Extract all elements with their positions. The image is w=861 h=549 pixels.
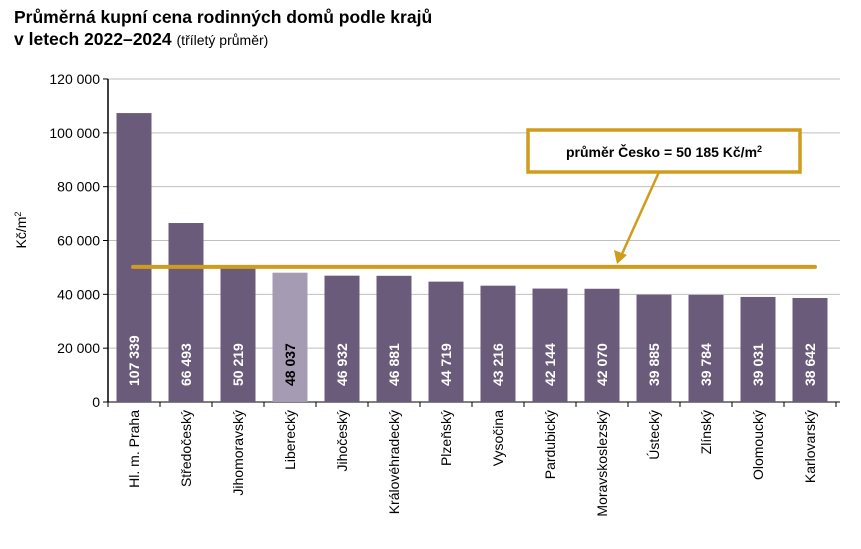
- title-line-2: v letech 2022–2024: [14, 29, 172, 49]
- bar: [740, 296, 776, 402]
- x-tick-label: Zlínský: [698, 410, 714, 454]
- x-tick-label: Vysočina: [490, 410, 506, 467]
- data-label: 44 719: [438, 343, 454, 386]
- chart-subtitle: (tříletý průměr): [176, 32, 269, 48]
- bar: [532, 288, 568, 402]
- y-tick-label: 0: [92, 394, 100, 410]
- data-label: 39 031: [750, 343, 766, 386]
- x-tick-label: Jihomoravský: [230, 410, 246, 496]
- chart-title: Průměrná kupní cena rodinných domů podle…: [14, 6, 432, 51]
- bar: [116, 113, 152, 402]
- bar: [428, 281, 464, 402]
- annotation-box: [526, 128, 802, 174]
- data-label: 39 885: [646, 343, 662, 386]
- annotation-label: průměr Česko = 50 185 Kč/m2: [566, 143, 762, 160]
- data-label: 50 219: [230, 343, 246, 386]
- y-tick-label: 80 000: [57, 179, 100, 195]
- y-axis-label: Kč/m2: [13, 212, 29, 249]
- x-tick-label: Karlovarský: [802, 410, 818, 483]
- annotation-arrow: [620, 171, 661, 255]
- x-tick-label: Olomoucký: [750, 410, 766, 480]
- y-tick-label: 60 000: [57, 233, 100, 249]
- data-label: 46 932: [334, 343, 350, 386]
- bar: [324, 275, 360, 402]
- bar: [584, 288, 620, 402]
- x-tick-label: Moravskoslezský: [594, 410, 610, 517]
- bar: [220, 266, 256, 402]
- y-tick-label: 100 000: [49, 125, 100, 141]
- x-tick-label: Hl. m. Praha: [126, 410, 142, 488]
- data-label: 48 037: [282, 343, 298, 386]
- data-label: 46 881: [386, 343, 402, 386]
- x-tick-label: Ústecký: [646, 410, 662, 460]
- y-tick-label: 40 000: [57, 286, 100, 302]
- bar: [272, 272, 308, 402]
- title-line-1: Průměrná kupní cena rodinných domů podle…: [14, 7, 433, 27]
- x-tick-label: Pardubický: [542, 410, 558, 479]
- x-tick-label: Plzeňský: [438, 410, 454, 466]
- x-tick-label: Královéhradecký: [386, 410, 402, 514]
- data-label: 39 784: [698, 343, 714, 386]
- bar: [480, 285, 516, 402]
- x-tick-label: Středočeský: [178, 410, 194, 487]
- arrow-head-icon: [614, 250, 627, 264]
- bar: [376, 275, 412, 402]
- y-tick-label: 20 000: [57, 340, 100, 356]
- bar: [636, 294, 672, 402]
- y-tick-label: 120 000: [49, 71, 100, 87]
- bar: [168, 223, 204, 402]
- data-label: 107 339: [126, 335, 142, 386]
- bar: [688, 294, 724, 402]
- data-label: 66 493: [178, 343, 194, 386]
- data-label: 42 070: [594, 343, 610, 386]
- data-label: 42 144: [542, 343, 558, 386]
- data-label: 43 216: [490, 343, 506, 386]
- x-tick-label: Liberecký: [282, 410, 298, 470]
- bar: [792, 297, 828, 402]
- x-tick-label: Jihočeský: [334, 410, 350, 471]
- data-label: 38 642: [802, 343, 818, 386]
